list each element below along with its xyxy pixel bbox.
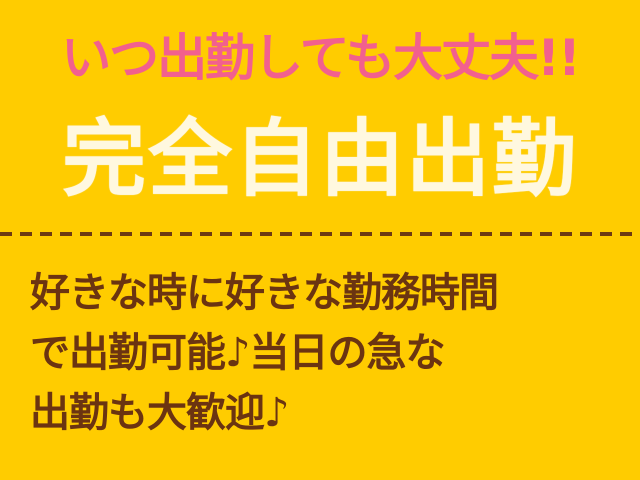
- description-line: で出勤可能♪当日の急な: [30, 330, 446, 376]
- dashed-divider: [0, 232, 640, 236]
- description-line: 好きな時に好きな勤務時間: [30, 270, 499, 316]
- banner-title: 完全自由出勤: [61, 110, 578, 208]
- description-line: 出勤も大歓迎♪: [30, 390, 290, 436]
- description-text: 好きな時に好きな勤務時間 で出勤可能♪当日の急な 出勤も大歓迎♪: [30, 263, 630, 443]
- headline: いつ出勤しても大丈夫!!: [61, 29, 581, 87]
